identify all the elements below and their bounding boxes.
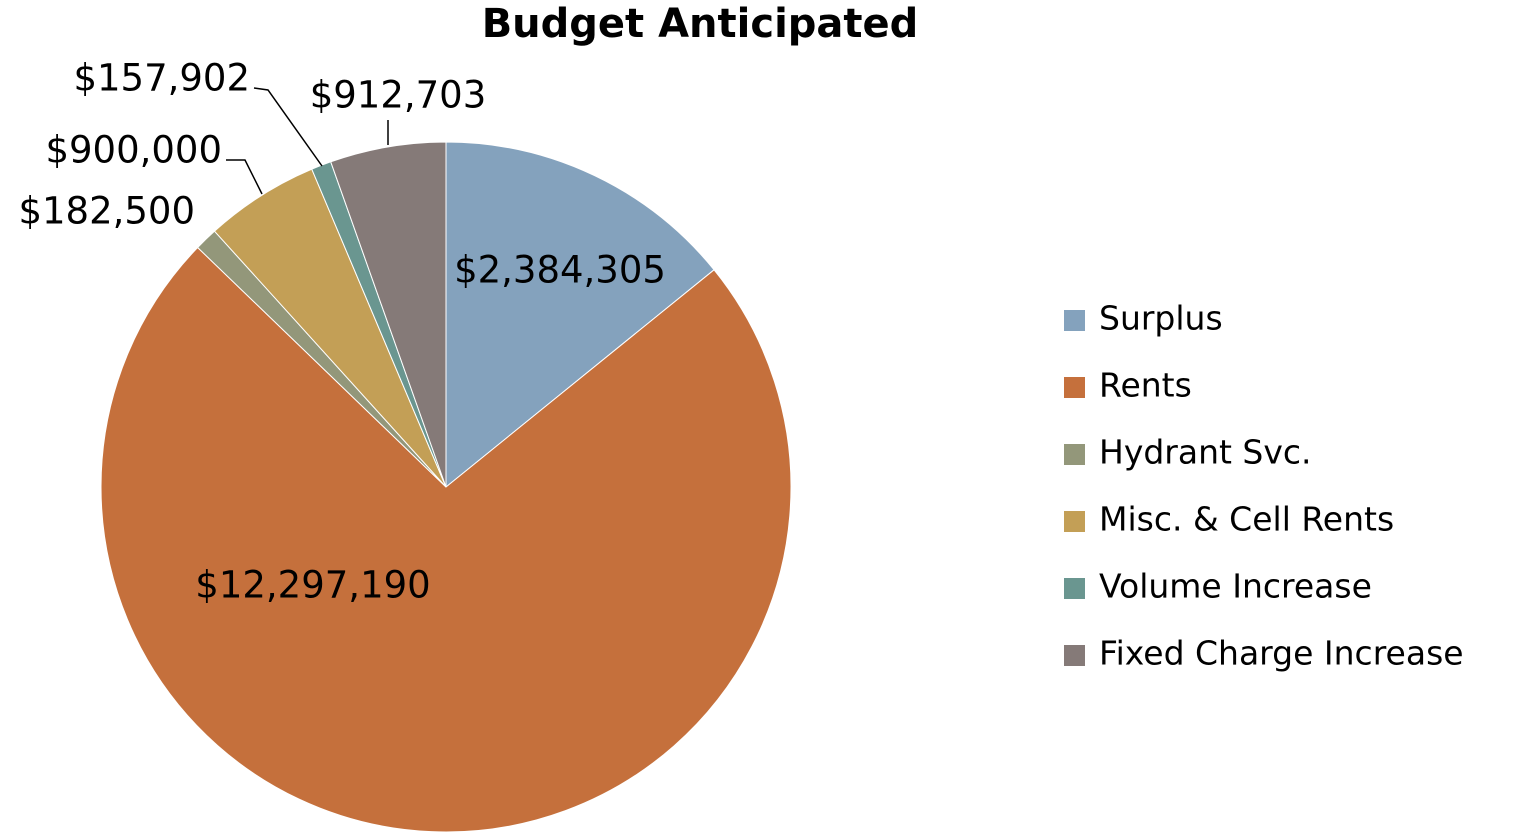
chart-title: Budget Anticipated [482,1,919,47]
legend-swatch [1064,377,1085,398]
data-label: $182,500 [18,190,195,233]
legend-label: Misc. & Cell Rents [1099,500,1394,539]
legend-swatch [1064,444,1085,465]
pie-slice [100,246,792,833]
legend-swatch [1064,511,1085,532]
legend-swatch [1064,310,1085,331]
legend-swatch [1064,645,1085,666]
legend-label: Hydrant Svc. [1099,433,1312,472]
data-label: $2,384,305 [454,249,666,292]
legend-label: Rents [1099,366,1192,405]
legend-swatch [1064,578,1085,599]
data-label: $12,297,190 [195,564,430,607]
leader-line [253,87,323,167]
data-label: $900,000 [45,129,222,172]
data-label: $157,902 [73,57,250,100]
data-label: $912,703 [310,74,487,117]
legend-label: Surplus [1099,299,1223,338]
legend-label: Fixed Charge Increase [1099,634,1464,673]
pie-slice [445,141,715,489]
leader-line [226,159,263,195]
legend-label: Volume Increase [1099,567,1372,606]
pie-slice [330,141,447,488]
